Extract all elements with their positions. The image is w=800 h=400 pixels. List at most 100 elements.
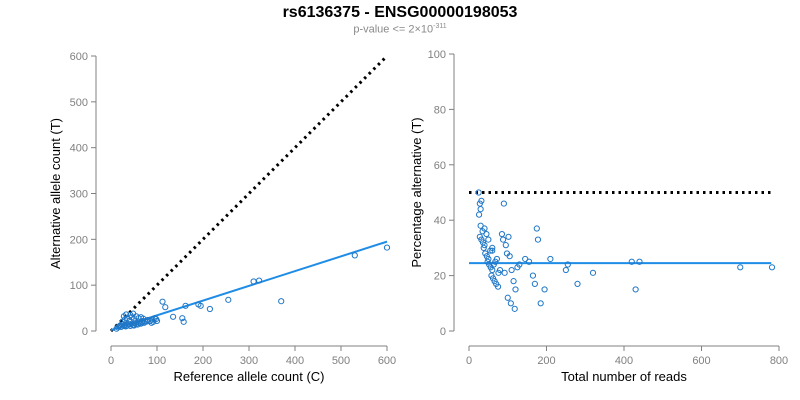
chart-1-x-tick-label: 800 bbox=[770, 355, 788, 367]
chart-1-data-point bbox=[574, 280, 581, 288]
chart-0-x-tick-label: 100 bbox=[148, 355, 166, 367]
chart-1-x-axis-label: Total number of reads bbox=[561, 369, 687, 384]
chart-0-y-tick-label: 500 bbox=[70, 97, 88, 109]
chart-0-data-point bbox=[153, 317, 161, 325]
chart-0-x-tick-label: 200 bbox=[194, 355, 212, 367]
chart-0-x-axis-label: Reference allele count (C) bbox=[173, 369, 324, 384]
chart-1-data-point bbox=[504, 294, 511, 301]
chart-1-data-point bbox=[502, 242, 509, 249]
chart-0-x-tick-label: 0 bbox=[108, 355, 114, 367]
chart-1-data-point bbox=[496, 266, 504, 274]
chart-1-y-tick-label: 60 bbox=[434, 160, 446, 172]
chart-subtitle: p-value <= 2×10-311 bbox=[0, 23, 800, 36]
chart-1-data-point bbox=[481, 242, 488, 249]
chart-1-x-tick-label: 0 bbox=[466, 355, 472, 367]
chart-1-data-point bbox=[485, 236, 492, 243]
chart-1-data-point bbox=[508, 266, 515, 274]
chart-1-data-point bbox=[478, 197, 485, 204]
chart-1-data-point bbox=[529, 272, 537, 279]
chart-1-data-point bbox=[501, 269, 508, 276]
pvalue-exponent: -311 bbox=[433, 23, 447, 30]
chart-1-data-point bbox=[628, 258, 635, 265]
chart-1-data-point bbox=[737, 264, 744, 271]
chart-1-data-point bbox=[531, 280, 538, 288]
chart-1-data-point bbox=[475, 189, 482, 196]
chart-0-y-tick-label: 400 bbox=[70, 143, 88, 155]
chart-0-fit-line bbox=[110, 240, 388, 332]
chart-0-data-point bbox=[113, 325, 120, 332]
chart-1-data-point bbox=[564, 261, 571, 268]
chart-1-data-point bbox=[480, 244, 487, 251]
chart-0-x-tick-label: 300 bbox=[240, 355, 258, 367]
chart-0-data-point bbox=[197, 302, 204, 309]
pvalue-times: × bbox=[414, 23, 421, 36]
chart-1-y-tick-label: 20 bbox=[434, 271, 446, 283]
pvalue-base: 10 bbox=[420, 23, 434, 36]
chart-0-data-point bbox=[123, 311, 130, 318]
chart-1-y-tick-label: 40 bbox=[434, 215, 446, 227]
chart-0-x-tick-label: 500 bbox=[332, 355, 350, 367]
chart-0-x-tick-label: 400 bbox=[286, 355, 304, 367]
chart-0-data-point bbox=[140, 315, 147, 322]
chart-1-data-point bbox=[636, 258, 643, 265]
chart-1-data-point bbox=[525, 258, 533, 265]
chart-1-data-point bbox=[516, 261, 523, 268]
chart-1-y-axis-label: Percentage alternative (T) bbox=[409, 117, 424, 267]
chart-1-y-tick-label: 80 bbox=[434, 104, 446, 116]
chart-1-data-point bbox=[500, 200, 507, 207]
chart-1-y-tick-label: 0 bbox=[440, 326, 446, 338]
chart-1-data-point bbox=[489, 244, 496, 251]
chart-0-data-point bbox=[278, 298, 285, 305]
chart-1-x-tick-label: 600 bbox=[692, 355, 710, 367]
chart-0-y-tick-label: 0 bbox=[82, 326, 88, 338]
chart-1-x-tick-label: 200 bbox=[537, 355, 555, 367]
chart-1-data-point bbox=[537, 300, 544, 307]
chart-0-data-point bbox=[127, 311, 134, 319]
chart-0-data-point bbox=[225, 296, 232, 303]
chart-1-data-point bbox=[489, 247, 496, 254]
chart-0-data-point bbox=[206, 305, 213, 313]
chart-1-data-point bbox=[768, 264, 776, 271]
chart-title: rs6136375 - ENSG00000198053 bbox=[282, 4, 518, 21]
chart-1-data-point bbox=[562, 266, 569, 274]
chart-0-data-point bbox=[179, 315, 186, 322]
chart-0-x-tick-label: 600 bbox=[378, 355, 396, 367]
chart-1-data-point bbox=[534, 236, 542, 243]
chart-1-data-point bbox=[510, 278, 517, 285]
chart-1-data-point bbox=[493, 255, 500, 263]
chart-1-data-point bbox=[506, 253, 513, 260]
chart-1-x-tick-label: 400 bbox=[615, 355, 633, 367]
chart-1-data-point bbox=[475, 211, 483, 218]
chart-1-data-point bbox=[500, 236, 507, 243]
chart-1-data-point bbox=[533, 225, 540, 232]
chart-1-data-point bbox=[512, 286, 519, 293]
chart-0-y-axis-label: Alternative allele count (T) bbox=[48, 118, 63, 269]
chart-1-data-point bbox=[507, 300, 514, 307]
chart-1-data-point bbox=[589, 269, 597, 276]
chart-1-data-point bbox=[494, 283, 502, 290]
chart-1-data-point bbox=[547, 255, 554, 263]
chart-0-data-point bbox=[383, 244, 391, 251]
chart-1-data-point bbox=[505, 233, 512, 240]
chart-0-data-point bbox=[180, 318, 187, 325]
chart-0-y-tick-label: 100 bbox=[70, 280, 88, 292]
chart-1-data-point bbox=[511, 305, 518, 312]
chart-0-y-tick-label: 200 bbox=[70, 234, 88, 246]
chart-0-y-tick-label: 300 bbox=[70, 189, 88, 201]
chart-1-data-point bbox=[541, 286, 548, 293]
chart-0-data-point bbox=[182, 302, 189, 309]
chart-1-y-tick-label: 100 bbox=[428, 49, 446, 61]
chart-1-data-point bbox=[481, 225, 488, 232]
chart-0-data-point bbox=[162, 304, 169, 311]
chart-1-data-point bbox=[477, 206, 484, 213]
chart-0-data-point bbox=[256, 277, 263, 284]
pvalue-prefix: p-value <= 2 bbox=[353, 23, 415, 36]
chart-0-y-tick-label: 600 bbox=[70, 51, 88, 63]
chart-1-data-point bbox=[632, 286, 639, 293]
chart-1-data-point bbox=[498, 230, 506, 238]
chart-0-data-point bbox=[351, 252, 358, 259]
chart-0-data-point bbox=[170, 313, 177, 320]
chart-1-data-point bbox=[483, 230, 490, 238]
